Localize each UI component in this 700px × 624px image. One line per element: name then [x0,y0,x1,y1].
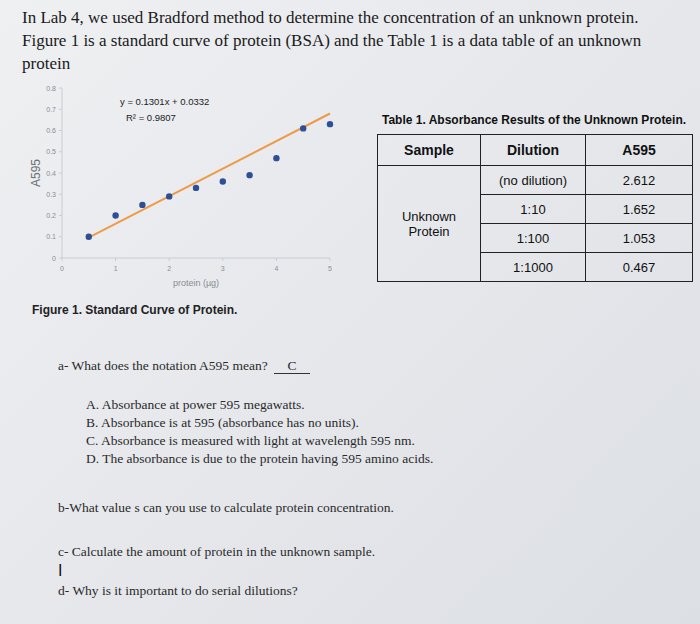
x-tick-label: 2 [167,265,171,272]
option: A. Absorbance at power 595 megawatts. [86,397,305,413]
sample-text: Unknown [378,209,480,224]
data-point [112,212,118,218]
data-point [86,234,92,240]
x-tick [222,258,223,261]
header-line: In Lab 4, we used Bradford method to det… [22,8,639,28]
x-axis-label: protein (µg) [173,278,219,288]
x-tick-label: 5 [328,265,332,272]
annotation: y = 0.1301x + 0.0332 [120,96,209,107]
y-tick [59,151,62,152]
data-point [220,178,226,184]
question: d- Why is it important to do serial dilu… [58,583,298,599]
absorbance-cell: 1.652 [586,195,693,224]
y-tick-label: 0.3 [46,191,56,198]
y-tick-label: 0.5 [46,148,56,155]
dilution-cell: 1:100 [481,224,586,253]
x-tick-label: 4 [274,265,278,272]
data-point [273,155,279,161]
y-tick [59,130,62,131]
option: D. The absorbance is due to the protein … [86,451,433,467]
question: b-What value s can you use to calculate … [58,500,394,516]
absorbance-cell: 2.612 [586,166,693,195]
data-point [246,172,252,178]
y-tick [59,236,62,237]
x-tick-label: 3 [221,265,225,272]
y-tick [59,88,62,89]
y-tick-label: 0.6 [46,127,56,134]
y-tick-label: 0.2 [46,212,56,219]
x-axis [62,258,330,259]
option: C. Absorbance is measured with light at … [86,433,415,449]
data-point [193,185,199,191]
header-line: protein [22,54,70,74]
y-tick [59,173,62,174]
y-tick [59,194,62,195]
dilution-cell: 1:1000 [481,253,586,282]
y-tick [59,109,62,110]
x-tick [62,258,63,261]
data-point [300,125,306,131]
y-tick-label: 0.1 [46,233,56,240]
absorbance-cell: 1.053 [586,224,693,253]
sample-text: Protein [378,224,480,239]
dilution-cell: 1:10 [481,195,586,224]
data-table: SampleDilutionA595UnknownProtein(no dilu… [377,134,693,282]
annotation: R² = 0.9807 [126,112,176,123]
plot-area [86,114,334,240]
question: a- What does the notation A595 mean? [58,358,268,374]
data-point [166,193,172,199]
x-tick-label: 1 [114,265,118,272]
page: In Lab 4, we used Bradford method to det… [0,0,700,624]
data-point [139,202,145,208]
absorbance-cell: 0.467 [586,253,693,282]
y-tick-label: 0 [52,255,56,262]
option: B. Absorbance is at 595 (absorbance has … [86,415,359,431]
y-tick-label: 0.4 [46,170,56,177]
answer: C [274,358,310,374]
chart: 0 0.1 0.2 0.3 0.4 0.5 0.6 0.7 0.8 0 1 2 3 4 5 A595 prote… [0,0,360,300]
x-tick [276,258,277,261]
cursor-mark: I [58,562,62,580]
header-line: Figure 1 is a standard curve of protein … [22,31,641,51]
x-tick [330,258,331,261]
sample-cell: UnknownProtein [378,166,481,282]
trendline [86,114,330,239]
x-tick [169,258,170,261]
table-title: Table 1. Absorbance Results of the Unkno… [382,113,686,127]
data-point [327,121,333,127]
dilution-cell: (no dilution) [481,166,586,195]
table-header: Dilution [481,135,586,166]
y-axis-label: A595 [29,159,43,187]
y-tick [59,215,62,216]
table-header: A595 [586,135,693,166]
y-tick-label: 0.8 [46,85,56,92]
table-header: Sample [378,135,481,166]
x-tick-label: 0 [60,265,64,272]
x-tick [115,258,116,261]
figure-caption: Figure 1. Standard Curve of Protein. [32,303,237,317]
question: c- Calculate the amount of protein in th… [58,544,375,560]
y-tick-label: 0.7 [46,106,56,113]
